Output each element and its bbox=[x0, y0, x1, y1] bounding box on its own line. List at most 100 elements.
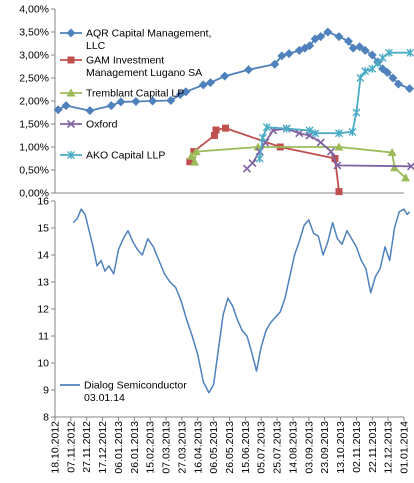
top-series-group bbox=[53, 27, 414, 196]
top-series-point-0 bbox=[131, 96, 141, 106]
top-series-point-4 bbox=[334, 129, 343, 138]
bottom-x-tick-label: 15.06.2013 bbox=[240, 421, 252, 474]
bottom-y-tick-label: 13 bbox=[37, 277, 49, 289]
top-series-0 bbox=[53, 27, 414, 116]
top-series-point-0 bbox=[305, 41, 315, 51]
top-series-point-0 bbox=[220, 71, 230, 81]
top-series-point-2 bbox=[186, 151, 196, 160]
top-series-point-2 bbox=[190, 157, 200, 166]
bottom-series-group bbox=[72, 208, 411, 394]
bottom-y-tick-label: 11 bbox=[38, 331, 49, 343]
bottom-x-tick-label: 26.01.2013 bbox=[129, 421, 141, 474]
bottom-x-tick-label: 07.03.2013 bbox=[161, 421, 173, 474]
bottom-y-tick-label: 10 bbox=[37, 358, 49, 370]
top-series-point-1 bbox=[222, 124, 230, 132]
top-legend-label-2: Tremblant Capital LP bbox=[86, 88, 184, 100]
top-series-point-4 bbox=[262, 123, 271, 132]
top-series-point-4 bbox=[255, 154, 264, 163]
bottom-x-tick-label: 02.11.2013 bbox=[351, 421, 363, 473]
bottom-x-tick-label: 12.12.2013 bbox=[383, 421, 395, 474]
top-series-point-3 bbox=[248, 159, 257, 168]
top-series-point-0 bbox=[181, 87, 191, 97]
bottom-x-tick-label: 03.09.2013 bbox=[303, 421, 315, 474]
top-series-point-4 bbox=[258, 133, 267, 142]
bottom-x-tick-label: 16.04.2013 bbox=[192, 421, 204, 474]
top-series-point-0 bbox=[382, 67, 392, 77]
top-y-tick-label: 0,50% bbox=[19, 165, 49, 177]
top-series-point-0 bbox=[316, 32, 326, 42]
bottom-x-tick-label: 18.10.2012 bbox=[50, 421, 62, 474]
bottom-y-tick-label: 9 bbox=[43, 385, 49, 397]
top-series-point-0 bbox=[148, 96, 158, 106]
top-series-point-3 bbox=[255, 147, 264, 156]
bottom-x-tick-label: 27.03.2013 bbox=[176, 421, 188, 474]
bottom-x-tick-label: 26.05.2013 bbox=[224, 421, 236, 474]
bottom-legend-label: Dialog Semiconductor bbox=[84, 380, 187, 392]
top-series-point-1 bbox=[212, 126, 220, 134]
bottom-x-tick-label: 06.05.2013 bbox=[208, 421, 220, 474]
top-legend-label-1: GAM Investment bbox=[86, 55, 164, 67]
top-legend-label-3: Oxford bbox=[86, 119, 118, 131]
top-y-tick-label: 0,00% bbox=[19, 188, 49, 200]
bottom-y-ticks: 8 9 10 11 12 13 14 15 16 bbox=[37, 196, 55, 424]
bottom-y-tick-label: 8 bbox=[43, 412, 49, 424]
top-series-point-0 bbox=[244, 65, 254, 75]
top-series-point-0 bbox=[348, 43, 358, 53]
top-y-tick-label: 1,50% bbox=[19, 119, 49, 131]
bottom-x-tick-label: 13.10.2013 bbox=[335, 421, 347, 474]
bottom-x-tick-label: 17.12.2012 bbox=[97, 421, 109, 474]
top-series-point-0 bbox=[334, 32, 344, 42]
top-series-point-2 bbox=[387, 148, 397, 157]
top-series-point-4 bbox=[406, 48, 414, 57]
top-series-point-0 bbox=[323, 27, 333, 37]
top-y-tick-label: 3,50% bbox=[19, 27, 49, 39]
top-series-point-2 bbox=[191, 147, 201, 156]
top-series-point-4 bbox=[305, 126, 314, 135]
top-series-point-0 bbox=[106, 101, 116, 111]
bottom-x-tick-label: 14.08.2013 bbox=[288, 421, 300, 474]
top-y-tick-label: 2,00% bbox=[19, 96, 49, 108]
top-series-point-3 bbox=[333, 161, 342, 170]
top-y-tick-label: 3,00% bbox=[19, 50, 49, 62]
top-series-point-2 bbox=[334, 142, 344, 151]
top-series-point-4 bbox=[378, 53, 387, 62]
top-series-point-0 bbox=[355, 42, 365, 52]
top-series-point-0 bbox=[367, 50, 377, 60]
top-series-point-2 bbox=[401, 173, 411, 182]
bottom-x-tick-label: 01.01.2014 bbox=[399, 421, 411, 474]
top-series-point-0 bbox=[166, 96, 176, 106]
top-series-point-0 bbox=[61, 101, 71, 111]
top-legend: AQR Capital Management,LLC GAM Investment… bbox=[60, 28, 211, 162]
top-legend-label-0: AQR Capital Management, bbox=[86, 28, 211, 40]
bottom-y-tick-label: 15 bbox=[37, 223, 49, 235]
top-legend-label-0: LLC bbox=[86, 40, 106, 52]
top-series-point-0 bbox=[205, 78, 215, 88]
top-legend-marker-2 bbox=[66, 88, 76, 97]
top-series-point-1 bbox=[210, 132, 218, 139]
top-series-point-2 bbox=[389, 163, 399, 172]
top-series-point-3 bbox=[316, 138, 325, 147]
bottom-series-line-0 bbox=[72, 208, 411, 394]
top-series-point-0 bbox=[270, 59, 280, 69]
top-series-point-1 bbox=[335, 188, 343, 196]
top-series-point-4 bbox=[311, 129, 320, 138]
top-series-point-0 bbox=[85, 106, 95, 116]
bottom-x-tick-label: 22.11.2013 bbox=[367, 421, 379, 473]
top-y-tick-label: 1,00% bbox=[19, 142, 49, 154]
top-series-point-4 bbox=[352, 108, 361, 117]
top-legend-marker-0 bbox=[66, 28, 76, 38]
top-series-point-4 bbox=[384, 48, 393, 57]
bottom-x-tick-label: 06.01.2013 bbox=[113, 421, 125, 474]
top-series-point-0 bbox=[388, 73, 398, 83]
top-series-point-4 bbox=[348, 127, 357, 136]
bottom-y-tick-label: 14 bbox=[37, 250, 49, 262]
top-series-point-3 bbox=[407, 162, 414, 171]
bottom-x-ticks: 18.10.2012 07.11.2012 27.11.2012 17.12.2012… bbox=[50, 417, 411, 474]
top-series-point-4 bbox=[282, 124, 291, 133]
top-series-point-0 bbox=[53, 105, 63, 115]
top-legend-marker-4 bbox=[67, 151, 75, 159]
top-series-4 bbox=[255, 48, 414, 163]
bottom-chart-price: 8 9 10 11 12 13 14 15 16 18.10.2012 07.11.2012 27.… bbox=[37, 196, 410, 474]
